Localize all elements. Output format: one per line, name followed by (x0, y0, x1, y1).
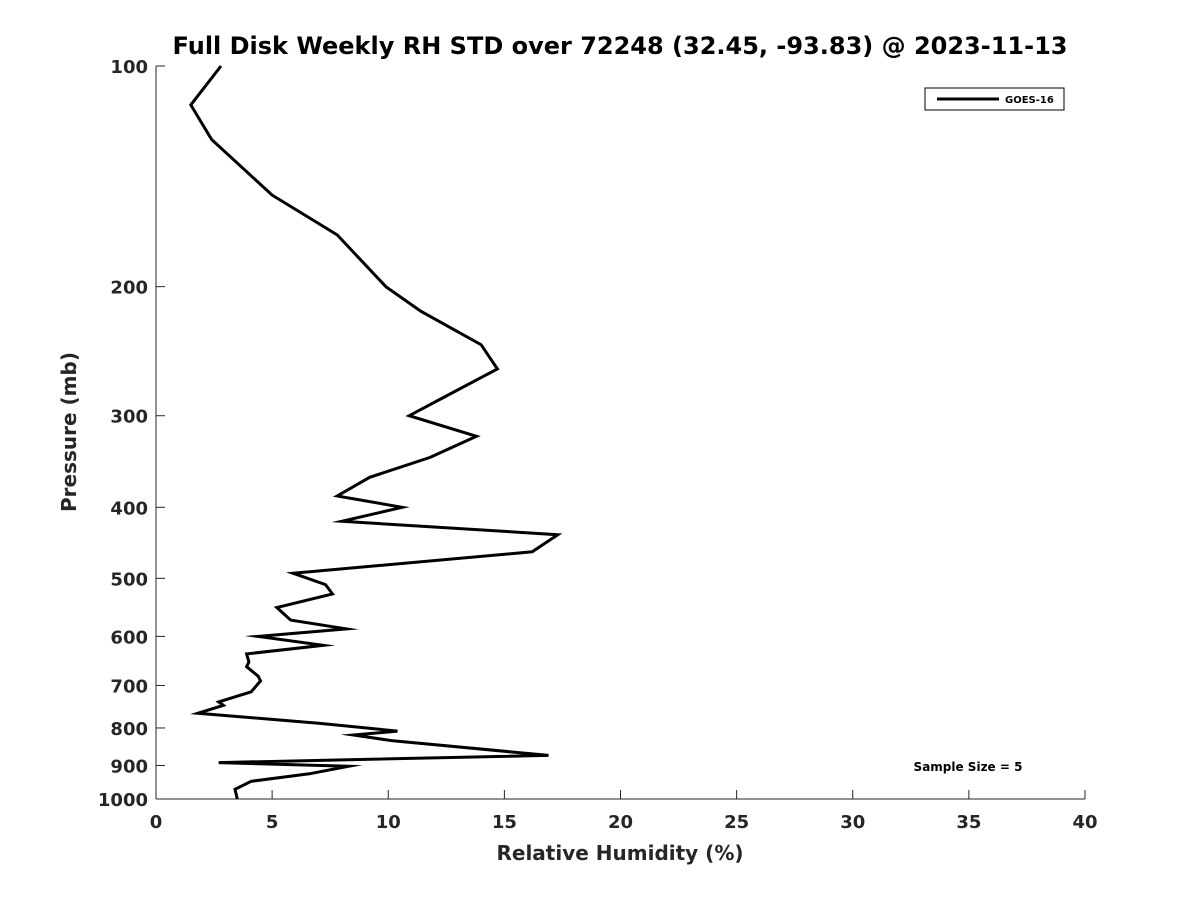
y-tick-label: 400 (110, 498, 148, 519)
y-tick-label: 1000 (98, 790, 148, 811)
x-axis-label: Relative Humidity (%) (496, 841, 743, 865)
legend-label-goes-16: GOES-16 (1005, 95, 1054, 106)
legend: GOES-16 (924, 87, 1065, 111)
chart-title: Full Disk Weekly RH STD over 72248 (32.4… (173, 32, 1068, 60)
y-tick-label: 700 (110, 676, 148, 697)
y-axis-ticks: 100 200 300 400 500 600 700 800 900 1000 (98, 57, 165, 811)
series-line-goes-16 (188, 65, 563, 800)
plot-axes (155, 66, 1085, 800)
y-tick-label: 300 (110, 407, 148, 428)
x-tick-label: 40 (1072, 812, 1097, 833)
x-tick-label: 20 (608, 812, 633, 833)
y-tick-label: 500 (110, 569, 148, 590)
x-tick-label: 25 (724, 812, 749, 833)
x-tick-label: 30 (840, 812, 865, 833)
y-axis-label: Pressure (mb) (57, 352, 81, 512)
x-tick-label: 10 (376, 812, 401, 833)
y-tick-label: 100 (110, 57, 148, 78)
y-tick-label: 800 (110, 719, 148, 740)
y-tick-label: 600 (110, 627, 148, 648)
y-tick-label: 200 (110, 278, 148, 299)
x-tick-label: 5 (266, 812, 279, 833)
x-tick-label: 0 (150, 812, 163, 833)
x-tick-label: 15 (492, 812, 517, 833)
x-tick-label: 35 (956, 812, 981, 833)
x-axis-ticks: 0 5 10 15 20 25 30 35 40 (150, 790, 1098, 833)
y-tick-label: 900 (110, 756, 148, 777)
series-layer (188, 65, 563, 800)
sample-size-annotation: Sample Size = 5 (914, 760, 1023, 774)
